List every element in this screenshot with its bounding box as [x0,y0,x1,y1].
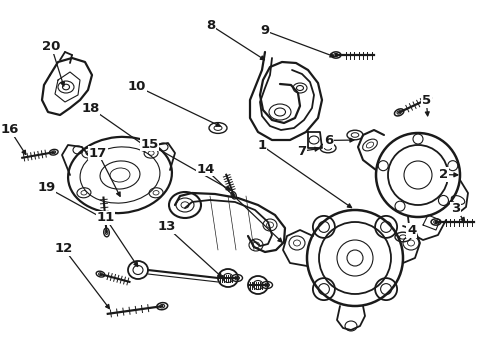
Text: 11: 11 [96,211,115,224]
Text: 10: 10 [128,80,147,93]
Text: 17: 17 [89,147,107,159]
Text: 13: 13 [157,220,176,233]
Text: 19: 19 [37,181,56,194]
Text: 14: 14 [196,163,215,176]
Text: 8: 8 [206,19,215,32]
Text: 12: 12 [54,242,73,255]
Text: 1: 1 [258,139,267,152]
Text: 7: 7 [297,145,306,158]
Text: 15: 15 [140,138,159,150]
Text: 2: 2 [439,168,448,181]
Text: 4: 4 [407,224,416,237]
Text: 20: 20 [42,40,61,53]
Text: 3: 3 [451,202,460,215]
Text: 18: 18 [81,102,100,114]
Text: 16: 16 [0,123,19,136]
Text: 5: 5 [422,94,431,107]
Text: 6: 6 [324,134,333,147]
Text: 9: 9 [260,24,269,37]
